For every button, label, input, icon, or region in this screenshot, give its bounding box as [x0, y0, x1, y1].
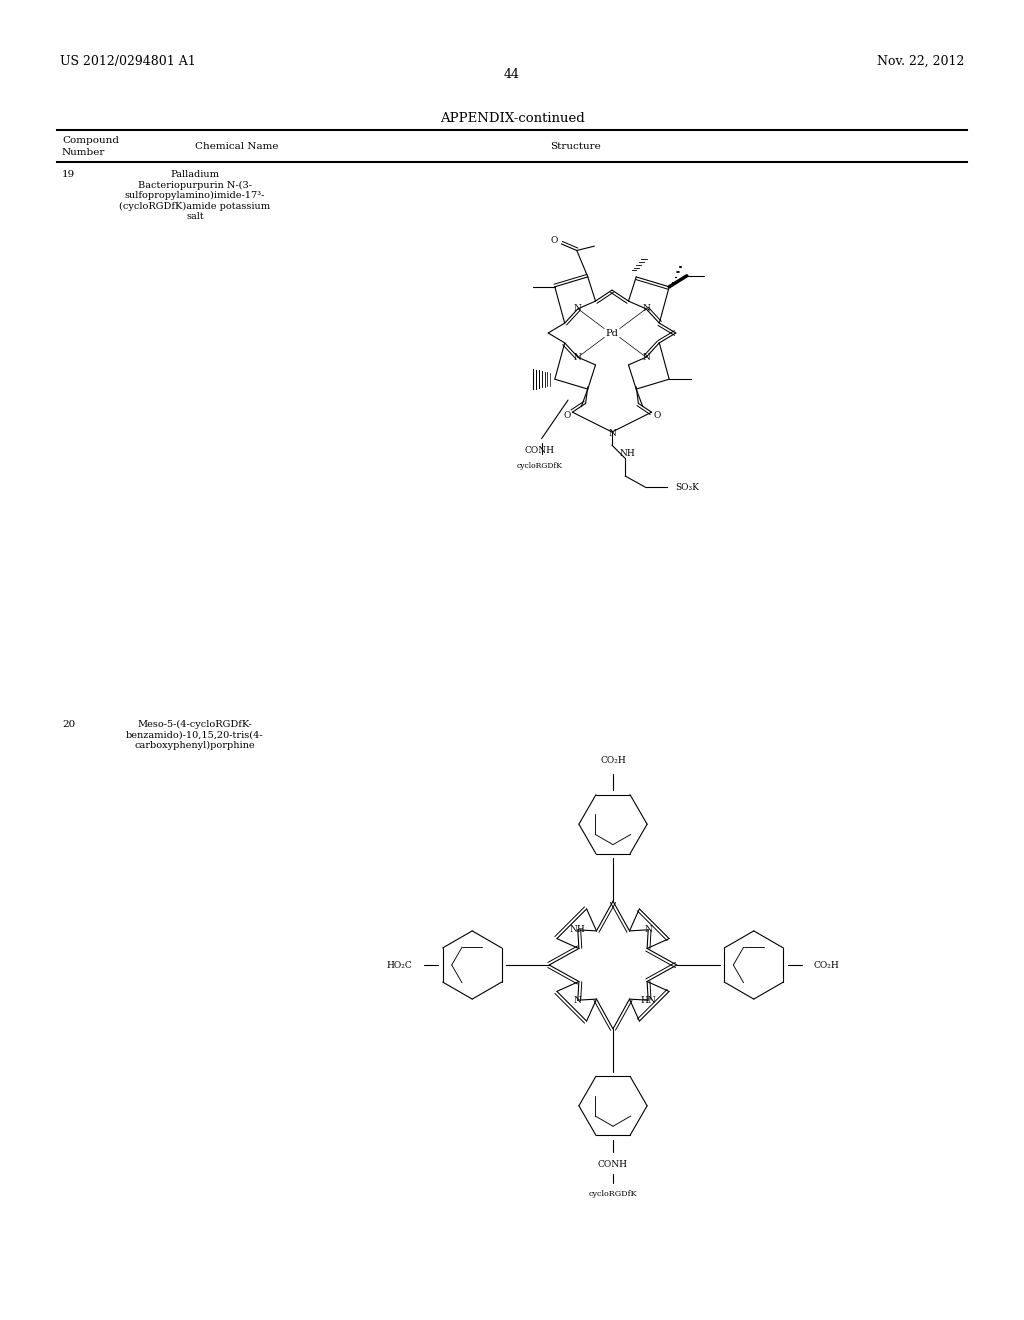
Text: US 2012/0294801 A1: US 2012/0294801 A1: [60, 55, 196, 69]
Text: N: N: [574, 352, 582, 362]
Text: N: N: [573, 995, 582, 1005]
Text: APPENDIX-continued: APPENDIX-continued: [439, 112, 585, 125]
Text: Nov. 22, 2012: Nov. 22, 2012: [877, 55, 964, 69]
Text: HN: HN: [640, 995, 656, 1005]
Text: Number: Number: [62, 148, 105, 157]
Text: N: N: [644, 925, 652, 935]
Text: NH: NH: [570, 925, 586, 935]
Text: Palladium
Bacteriopurpurin N-(3-
sulfopropylamino)imide-17³-
(cycloRGDfK)amide p: Palladium Bacteriopurpurin N-(3- sulfopr…: [120, 170, 270, 220]
Text: Meso-5-(4-cycloRGDfK-
benzamido)-10,15,20-tris(4-
carboxyphenyl)porphine: Meso-5-(4-cycloRGDfK- benzamido)-10,15,2…: [126, 719, 264, 750]
Text: N: N: [608, 429, 616, 438]
Text: CO₂H: CO₂H: [813, 961, 840, 969]
Text: O: O: [550, 236, 557, 246]
Text: Pd: Pd: [605, 329, 618, 338]
Text: N: N: [574, 305, 582, 313]
Text: O: O: [563, 411, 570, 420]
Text: Chemical Name: Chemical Name: [195, 143, 279, 150]
Text: 20: 20: [62, 719, 75, 729]
Text: cycloRGDfK: cycloRGDfK: [516, 462, 562, 470]
Text: CONH: CONH: [598, 1159, 628, 1168]
Text: 19: 19: [62, 170, 75, 180]
Text: cycloRGDfK: cycloRGDfK: [589, 1189, 637, 1197]
Text: N: N: [642, 352, 650, 362]
Text: HO₂C: HO₂C: [387, 961, 413, 969]
Text: Compound: Compound: [62, 136, 119, 145]
Text: 44: 44: [504, 69, 520, 81]
Text: NH: NH: [620, 450, 635, 458]
Text: CONH: CONH: [524, 446, 554, 455]
Text: N: N: [642, 305, 650, 313]
Text: CO₂H: CO₂H: [600, 756, 626, 764]
Text: O: O: [653, 411, 660, 420]
Text: SO₃K: SO₃K: [675, 483, 698, 491]
Text: Structure: Structure: [550, 143, 601, 150]
